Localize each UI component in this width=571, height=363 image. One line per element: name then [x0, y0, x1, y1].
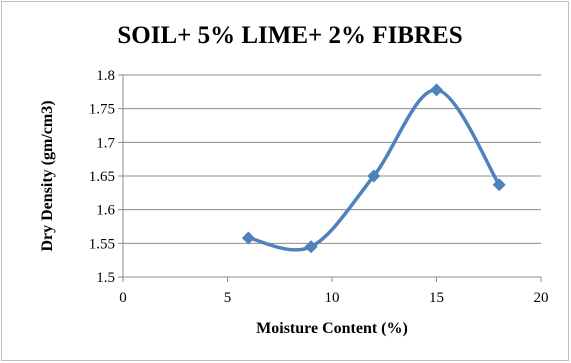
y-tick-label: 1.8	[96, 68, 115, 84]
y-tick-label: 1.75	[89, 102, 115, 118]
y-tick-label: 1.65	[89, 169, 115, 185]
series-line	[246, 88, 501, 252]
y-tick-label: 1.55	[89, 236, 115, 252]
data-point-marker	[430, 83, 443, 97]
x-tick-label: 15	[429, 290, 444, 306]
x-tick-label: 0	[119, 290, 127, 306]
y-tick-label: 1.6	[96, 203, 115, 219]
tick-labels: 1.5 1.55 1.6 1.65 1.7 1.75 1.8 0 5 10 15 20	[89, 68, 549, 306]
y-tick-label: 1.5	[96, 270, 115, 286]
x-axis-label: Moisture Content (%)	[256, 320, 408, 337]
x-tick-label: 5	[224, 290, 232, 306]
axes	[118, 74, 542, 282]
data-point-marker	[241, 231, 255, 245]
y-tick-label: 1.7	[96, 135, 115, 151]
series-layer	[241, 83, 506, 254]
data-point-marker	[367, 169, 381, 183]
x-tick-label: 10	[325, 290, 340, 306]
data-point-marker	[492, 178, 506, 192]
y-axis-label: Dry Density (gm/cm3)	[39, 100, 56, 251]
x-tick-label: 20	[534, 290, 549, 306]
gridlines	[123, 74, 541, 244]
data-point-marker	[304, 240, 318, 254]
chart-title: SOIL+ 5% LIME+ 2% FIBRES	[117, 22, 462, 49]
